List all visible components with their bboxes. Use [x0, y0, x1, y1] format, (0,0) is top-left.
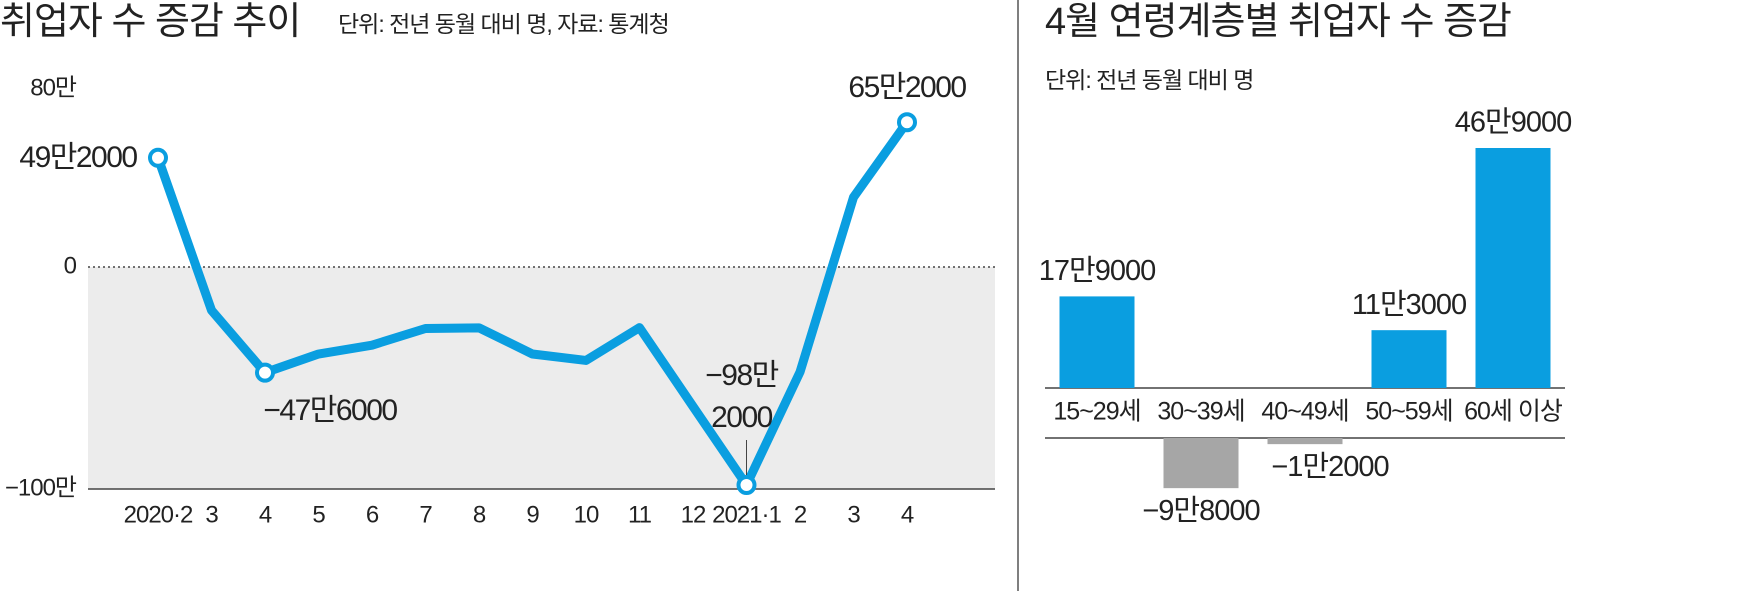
- point-marker: [897, 112, 917, 133]
- x-tick-label: 2021·1: [712, 501, 781, 528]
- point-marker: [148, 147, 168, 168]
- x-tick-label: 5: [312, 501, 325, 528]
- x-tick-label: 2: [794, 501, 807, 528]
- value-label: 46만9000: [1455, 107, 1571, 139]
- x-tick-label: 60세 이상: [1464, 398, 1563, 426]
- x-tick-label: 3: [847, 501, 860, 528]
- y-tick-label: 80만: [30, 75, 77, 102]
- bar: [1163, 438, 1239, 489]
- x-tick-label: 15~29세: [1053, 398, 1140, 426]
- x-tick-label: 8: [473, 501, 486, 528]
- negative-area: [88, 267, 995, 489]
- x-tick-label: 30~39세: [1157, 398, 1244, 426]
- value-label: −98만 2000: [705, 359, 779, 434]
- x-tick-label: 4: [901, 501, 914, 528]
- x-tick-label: 10: [574, 501, 599, 528]
- x-tick-label: 7: [419, 501, 432, 528]
- x-tick-label: 12: [681, 501, 706, 528]
- x-tick-label: 40~49세: [1261, 398, 1348, 426]
- bar: [1267, 438, 1343, 445]
- value-label: 65만2000: [848, 71, 967, 105]
- bar: [1371, 330, 1447, 388]
- value-label: −9만8000: [1142, 495, 1259, 527]
- y-tick-label: −100만: [5, 474, 77, 501]
- point-marker: [255, 362, 275, 383]
- chart-subtitle: 단위: 전년 동월 대비 명: [1045, 67, 1253, 93]
- value-label: −1만2000: [1271, 451, 1388, 483]
- line: [153, 119, 911, 490]
- chart-title: 4월 연령계층별 취업자 수 증감: [1045, 1, 1511, 43]
- x-tick-label: 50~59세: [1365, 398, 1452, 426]
- bar: [1059, 296, 1135, 388]
- x-tick-label: 9: [526, 501, 539, 528]
- chart-subtitle: 단위: 전년 동월 대비 명, 자료: 통계청: [338, 11, 669, 37]
- x-tick-label: 6: [366, 501, 379, 528]
- chart-title: 취업자 수 증감 추이: [0, 1, 300, 43]
- bar: [1475, 148, 1551, 388]
- y-tick-label: 0: [64, 252, 77, 279]
- value-label: −47만6000: [263, 393, 398, 427]
- value-label: 11만3000: [1352, 289, 1466, 321]
- x-tick-label: 2020·2: [124, 501, 193, 528]
- x-tick-label: 3: [205, 501, 218, 528]
- value-label: 49만2000: [19, 140, 138, 174]
- value-label: 17만9000: [1039, 255, 1155, 287]
- x-tick-label: 11: [628, 501, 652, 528]
- x-tick-label: 4: [259, 501, 272, 528]
- point-marker: [736, 475, 757, 496]
